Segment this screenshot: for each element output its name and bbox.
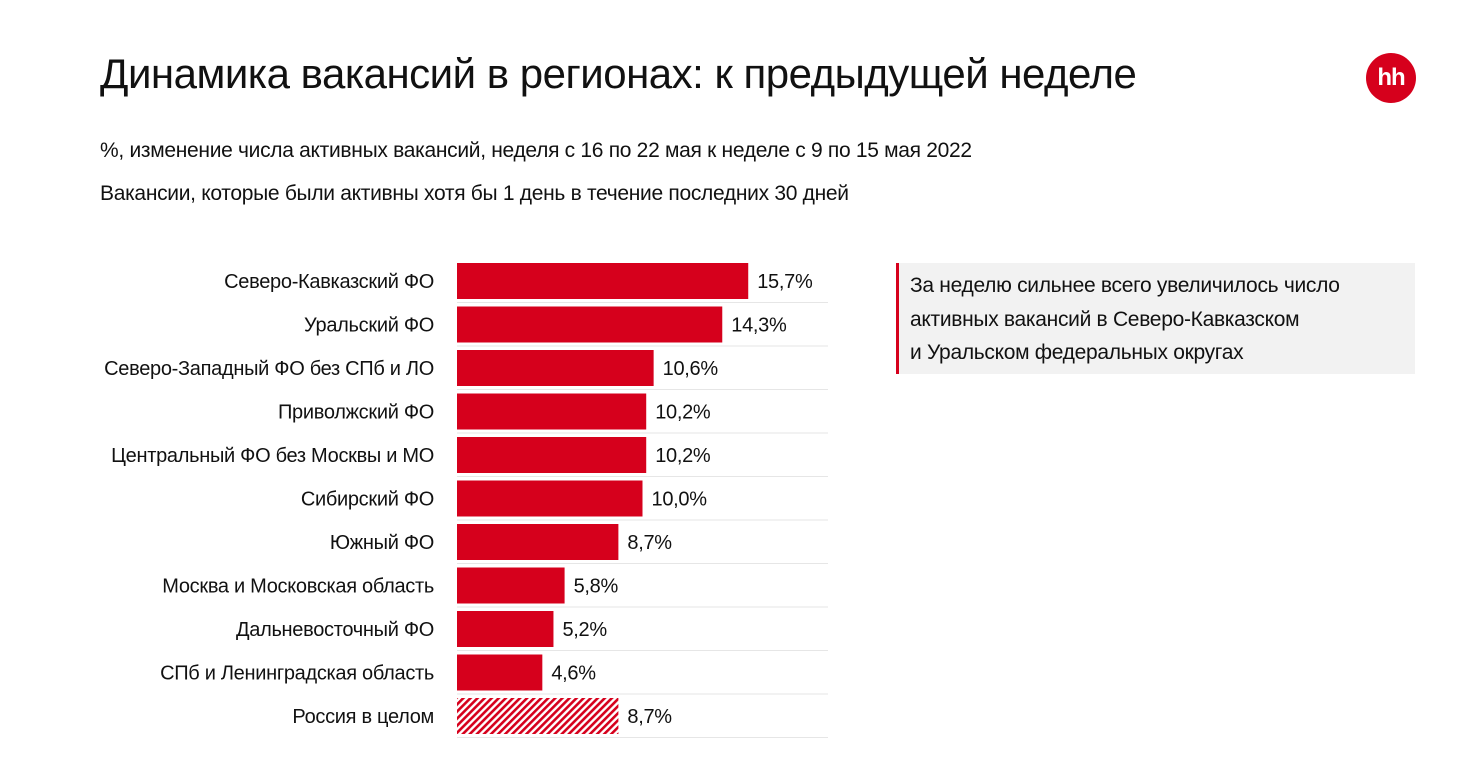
bar-row: Северо-Кавказский ФО 15,7% xyxy=(224,263,828,303)
category-label: Приволжский ФО xyxy=(278,402,434,424)
data-label: 10,6% xyxy=(663,358,719,380)
bar xyxy=(457,437,647,473)
chart-description: Вакансии, которые были активны хотя бы 1… xyxy=(100,182,849,205)
data-label: 8,7% xyxy=(627,706,672,728)
data-label: 15,7% xyxy=(757,271,813,293)
callout-note: За неделю сильнее всего увеличилось числ… xyxy=(896,263,1415,374)
bar xyxy=(457,350,654,386)
bar xyxy=(457,306,723,343)
bar xyxy=(457,524,619,560)
callout-line: активных вакансий в Северо-Кавказском xyxy=(910,307,1300,331)
callout-line: За неделю сильнее всего увеличилось числ… xyxy=(910,274,1340,297)
bar xyxy=(457,393,647,430)
bar-row: Приволжский ФО 10,2% xyxy=(278,393,828,434)
page-title: Динамика вакансий в регионах: к предыдущ… xyxy=(100,50,1137,97)
category-label: Северо-Западный ФО без СПб и ЛО xyxy=(104,358,434,380)
bar xyxy=(457,611,554,647)
hh-logo: hh xyxy=(1366,53,1416,103)
bar-row: Южный ФО 8,7% xyxy=(330,524,828,564)
category-label: СПб и Ленинградская область xyxy=(160,663,434,685)
category-label: Южный ФО xyxy=(330,532,434,554)
data-label: 5,8% xyxy=(574,576,619,598)
bar-row: Центральный ФО без Москвы и МО 10,2% xyxy=(111,437,828,477)
bar-row: Северо-Западный ФО без СПб и ЛО 10,6% xyxy=(104,350,828,390)
bar xyxy=(457,263,749,299)
data-label: 10,2% xyxy=(655,402,711,424)
bar-row: Дальневосточный ФО 5,2% xyxy=(236,611,828,651)
bar-row: Уральский ФО 14,3% xyxy=(304,306,828,347)
category-label: Дальневосточный ФО xyxy=(236,619,434,641)
bar-row: Сибирский ФО 10,0% xyxy=(301,480,828,521)
bar-total xyxy=(457,698,619,734)
bar-row: Россия в целом 8,7% xyxy=(292,698,828,738)
category-label: Центральный ФО без Москвы и МО xyxy=(111,445,434,467)
bar xyxy=(457,480,643,517)
callout-line: и Уральском федеральных округах xyxy=(910,341,1244,364)
data-label: 10,0% xyxy=(652,489,708,511)
bar xyxy=(457,567,565,604)
category-label: Сибирский ФО xyxy=(301,489,434,511)
category-label: Уральский ФО xyxy=(304,315,434,337)
chart-subtitle: %, изменение числа активных вакансий, не… xyxy=(100,139,972,162)
bar xyxy=(457,654,543,691)
data-label: 5,2% xyxy=(562,619,607,641)
data-label: 10,2% xyxy=(655,445,711,467)
bar-row: СПб и Ленинградская область 4,6% xyxy=(160,654,828,695)
data-label: 8,7% xyxy=(627,532,672,554)
category-label: Россия в целом xyxy=(292,706,434,728)
bar-row: Москва и Московская область 5,8% xyxy=(162,567,828,608)
data-label: 14,3% xyxy=(731,315,787,337)
category-label: Москва и Московская область xyxy=(162,576,434,598)
category-label: Северо-Кавказский ФО xyxy=(224,271,434,293)
data-label: 4,6% xyxy=(551,663,596,685)
